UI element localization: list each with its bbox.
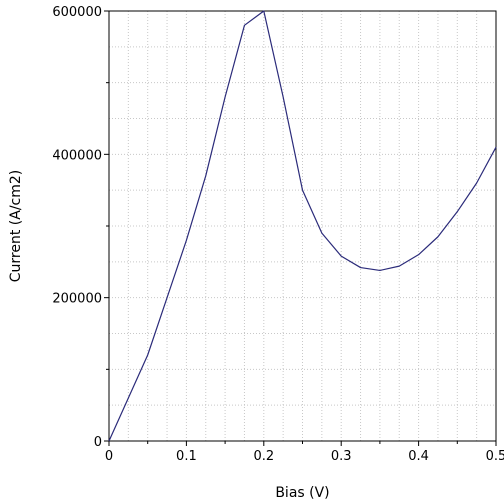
y-axis-title: Current (A/cm2): [8, 170, 24, 283]
y-tick-label: 0: [94, 435, 102, 450]
y-tick-label: 200000: [52, 292, 102, 307]
x-tick-label: 0.5: [486, 449, 504, 464]
grid: [109, 11, 496, 441]
x-tick-label: 0.2: [253, 449, 274, 464]
x-tick-label: 0.1: [176, 449, 197, 464]
x-tick-label: 0.3: [331, 449, 352, 464]
x-axis-title: Bias (V): [275, 485, 329, 501]
plot-area-frame: [108, 10, 497, 442]
x-tick-label: 0.4: [408, 449, 429, 464]
y-tick-label: 600000: [52, 5, 102, 20]
axis-ticks: 0 0.1 0.2 0.3 0.4 0.5 0 200000 400000 600000: [52, 5, 504, 464]
series-layer: [108, 10, 497, 442]
y-tick-label: 400000: [52, 148, 102, 163]
series-line: [108, 10, 497, 442]
x-tick-label: 0: [105, 449, 113, 464]
